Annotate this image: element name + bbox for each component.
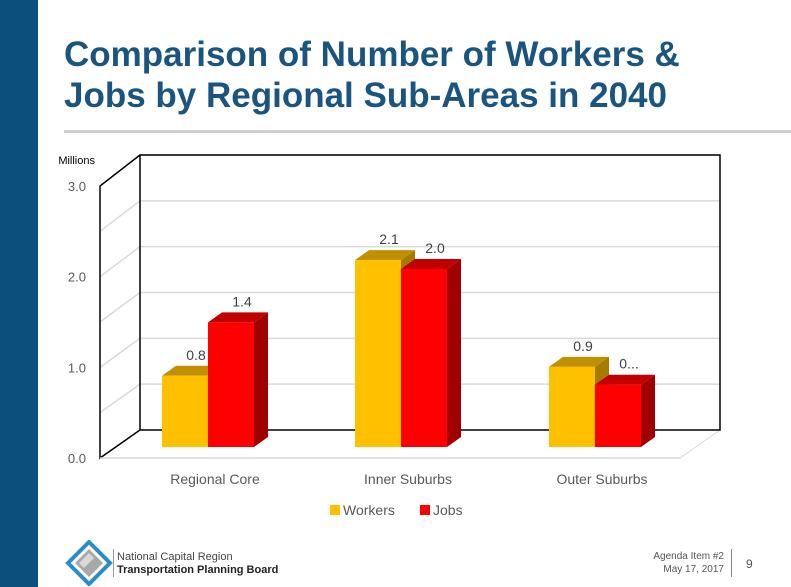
bar-top-face: [162, 365, 222, 376]
y-axis-unit-label: Millions: [58, 155, 95, 167]
page-number: 9: [746, 557, 753, 571]
y-tick-label: 2.0: [68, 270, 86, 285]
side-stripe: [0, 0, 38, 587]
footer-divider: [113, 549, 114, 577]
y-tick-label: 0.0: [68, 451, 86, 466]
footer-org-line2: Transportation Planning Board: [117, 564, 279, 576]
data-label: 2.0: [425, 240, 445, 256]
bar-top-face: [549, 356, 609, 367]
title-divider: [64, 130, 791, 133]
bar-chart: 0.0 1.0 2.0 3.0 Millions Regional Core 0.8 1.4 I…: [58, 154, 722, 518]
side-gridline: [99, 337, 141, 368]
bar-front-face: [162, 375, 208, 447]
y-tick-label: 1.0: [68, 360, 86, 375]
legend-label: Workers: [343, 502, 395, 518]
tpb-logo-icon: [65, 540, 113, 586]
x-tick-label: Outer Suburbs: [556, 471, 647, 487]
data-label: 1.4: [232, 293, 252, 309]
bar-side-face: [447, 259, 461, 447]
bar-front-face: [549, 366, 595, 447]
legend-label: Jobs: [433, 502, 463, 518]
bar-front-face: [208, 322, 254, 447]
bar-top-face: [595, 374, 655, 385]
footer-agenda: Agenda Item #2: [653, 551, 724, 562]
bar-side-face: [641, 374, 655, 447]
side-gridline: [99, 200, 141, 232]
bar-front-face: [401, 269, 447, 447]
legend-swatch-workers: [330, 505, 340, 515]
x-tick-label: Inner Suburbs: [364, 471, 452, 487]
bar-front-face: [355, 260, 401, 447]
bar-jobs: [208, 312, 268, 447]
bar-jobs: [595, 374, 655, 447]
side-gridline: [99, 246, 141, 278]
data-label: 0.9: [573, 338, 593, 354]
x-tick-label: Regional Core: [170, 471, 260, 487]
y-tick-label: 3.0: [68, 179, 86, 194]
footer-org-line1: National Capital Region: [117, 551, 233, 563]
legend-swatch-jobs: [420, 505, 430, 515]
side-gridline: [99, 383, 141, 414]
bar-side-face: [254, 312, 268, 447]
side-gridline: [99, 291, 141, 323]
slide-title: Comparison of Number of Workers & Jobs b…: [64, 35, 680, 115]
bar-top-face: [355, 250, 415, 261]
bar-jobs: [401, 259, 461, 447]
data-label: 0.8: [186, 347, 206, 363]
footer-date: May 17, 2017: [663, 564, 724, 575]
bar-front-face: [595, 384, 641, 447]
bar-top-face: [401, 259, 461, 269]
bar-top-face: [208, 312, 268, 323]
data-label: 2.1: [379, 231, 399, 247]
footer-separator: [731, 549, 732, 577]
side-wall: [99, 154, 141, 460]
data-label: 0...: [619, 356, 638, 372]
